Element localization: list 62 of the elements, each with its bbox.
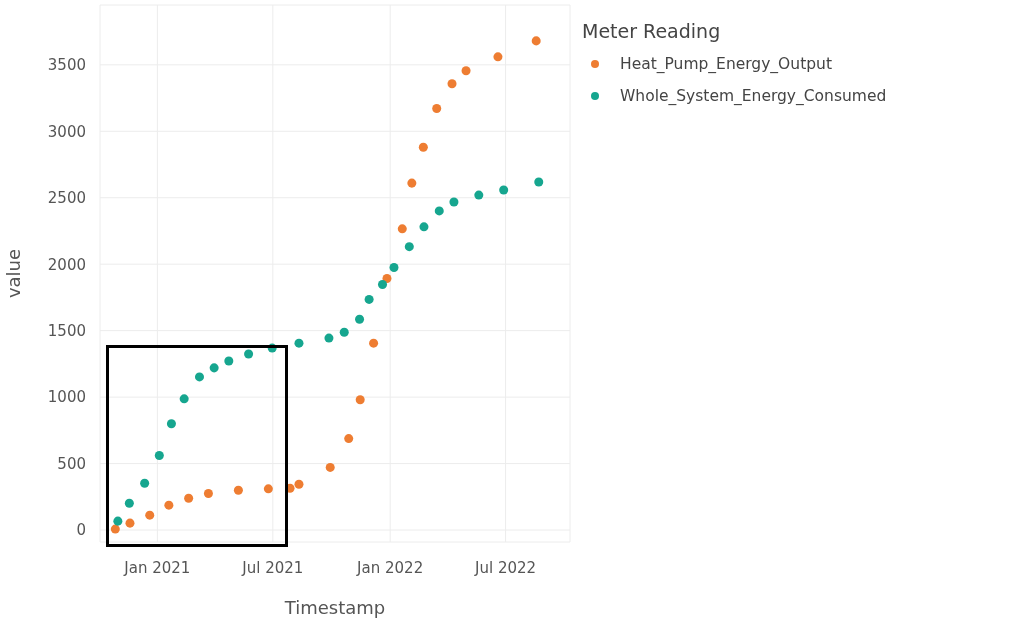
point	[184, 493, 194, 503]
legend-title: Meter Reading	[582, 20, 722, 42]
legend-label: Whole_System_Energy_Consumed	[620, 87, 887, 105]
point	[407, 178, 417, 188]
point	[154, 450, 164, 460]
point	[404, 242, 414, 252]
point	[294, 479, 304, 489]
point	[203, 488, 213, 498]
point	[263, 484, 273, 494]
point	[140, 478, 150, 488]
y-tick-label: 3500	[47, 56, 86, 75]
point	[324, 333, 334, 343]
point	[432, 104, 442, 114]
point	[209, 363, 219, 373]
y-tick-label: 2500	[47, 189, 86, 208]
x-tick-label: Jul 2021	[241, 558, 304, 577]
point	[224, 356, 234, 366]
y-tick-label: 1500	[47, 321, 86, 340]
point	[110, 524, 120, 534]
point	[418, 142, 428, 152]
point	[164, 500, 174, 510]
point	[499, 185, 509, 195]
point	[397, 224, 407, 234]
point	[355, 395, 365, 405]
point	[447, 79, 457, 89]
y-tick-label: 0	[76, 521, 86, 540]
point	[419, 222, 429, 232]
point	[244, 349, 254, 359]
point	[294, 338, 304, 348]
point	[531, 36, 541, 46]
point	[179, 394, 189, 404]
y-tick-label: 2000	[47, 255, 86, 274]
point	[125, 518, 135, 528]
point	[355, 314, 365, 324]
point	[233, 485, 243, 495]
point	[434, 206, 444, 216]
point	[194, 372, 204, 382]
y-tick-label: 1000	[47, 388, 86, 407]
point	[145, 510, 155, 520]
point	[493, 52, 503, 62]
x-tick-label: Jan 2021	[123, 558, 191, 577]
point	[339, 327, 349, 337]
point	[124, 498, 134, 508]
point	[449, 197, 459, 207]
y-tick-label: 3000	[47, 122, 86, 141]
point	[389, 263, 399, 273]
point	[166, 419, 176, 429]
point	[474, 190, 484, 200]
y-axis-title: value	[3, 248, 25, 299]
x-tick-label: Jan 2022	[356, 558, 424, 577]
x-tick-label: Jul 2022	[474, 558, 537, 577]
point	[461, 66, 471, 76]
point	[534, 177, 544, 187]
y-tick-label: 500	[57, 454, 86, 473]
legend-label: Heat_Pump_Energy_Output	[620, 55, 832, 73]
point	[378, 280, 388, 290]
point	[369, 338, 379, 348]
point	[364, 294, 374, 304]
point	[325, 462, 335, 472]
point	[344, 434, 354, 444]
point	[113, 516, 123, 526]
x-axis-title: Timestamp	[283, 597, 386, 618]
